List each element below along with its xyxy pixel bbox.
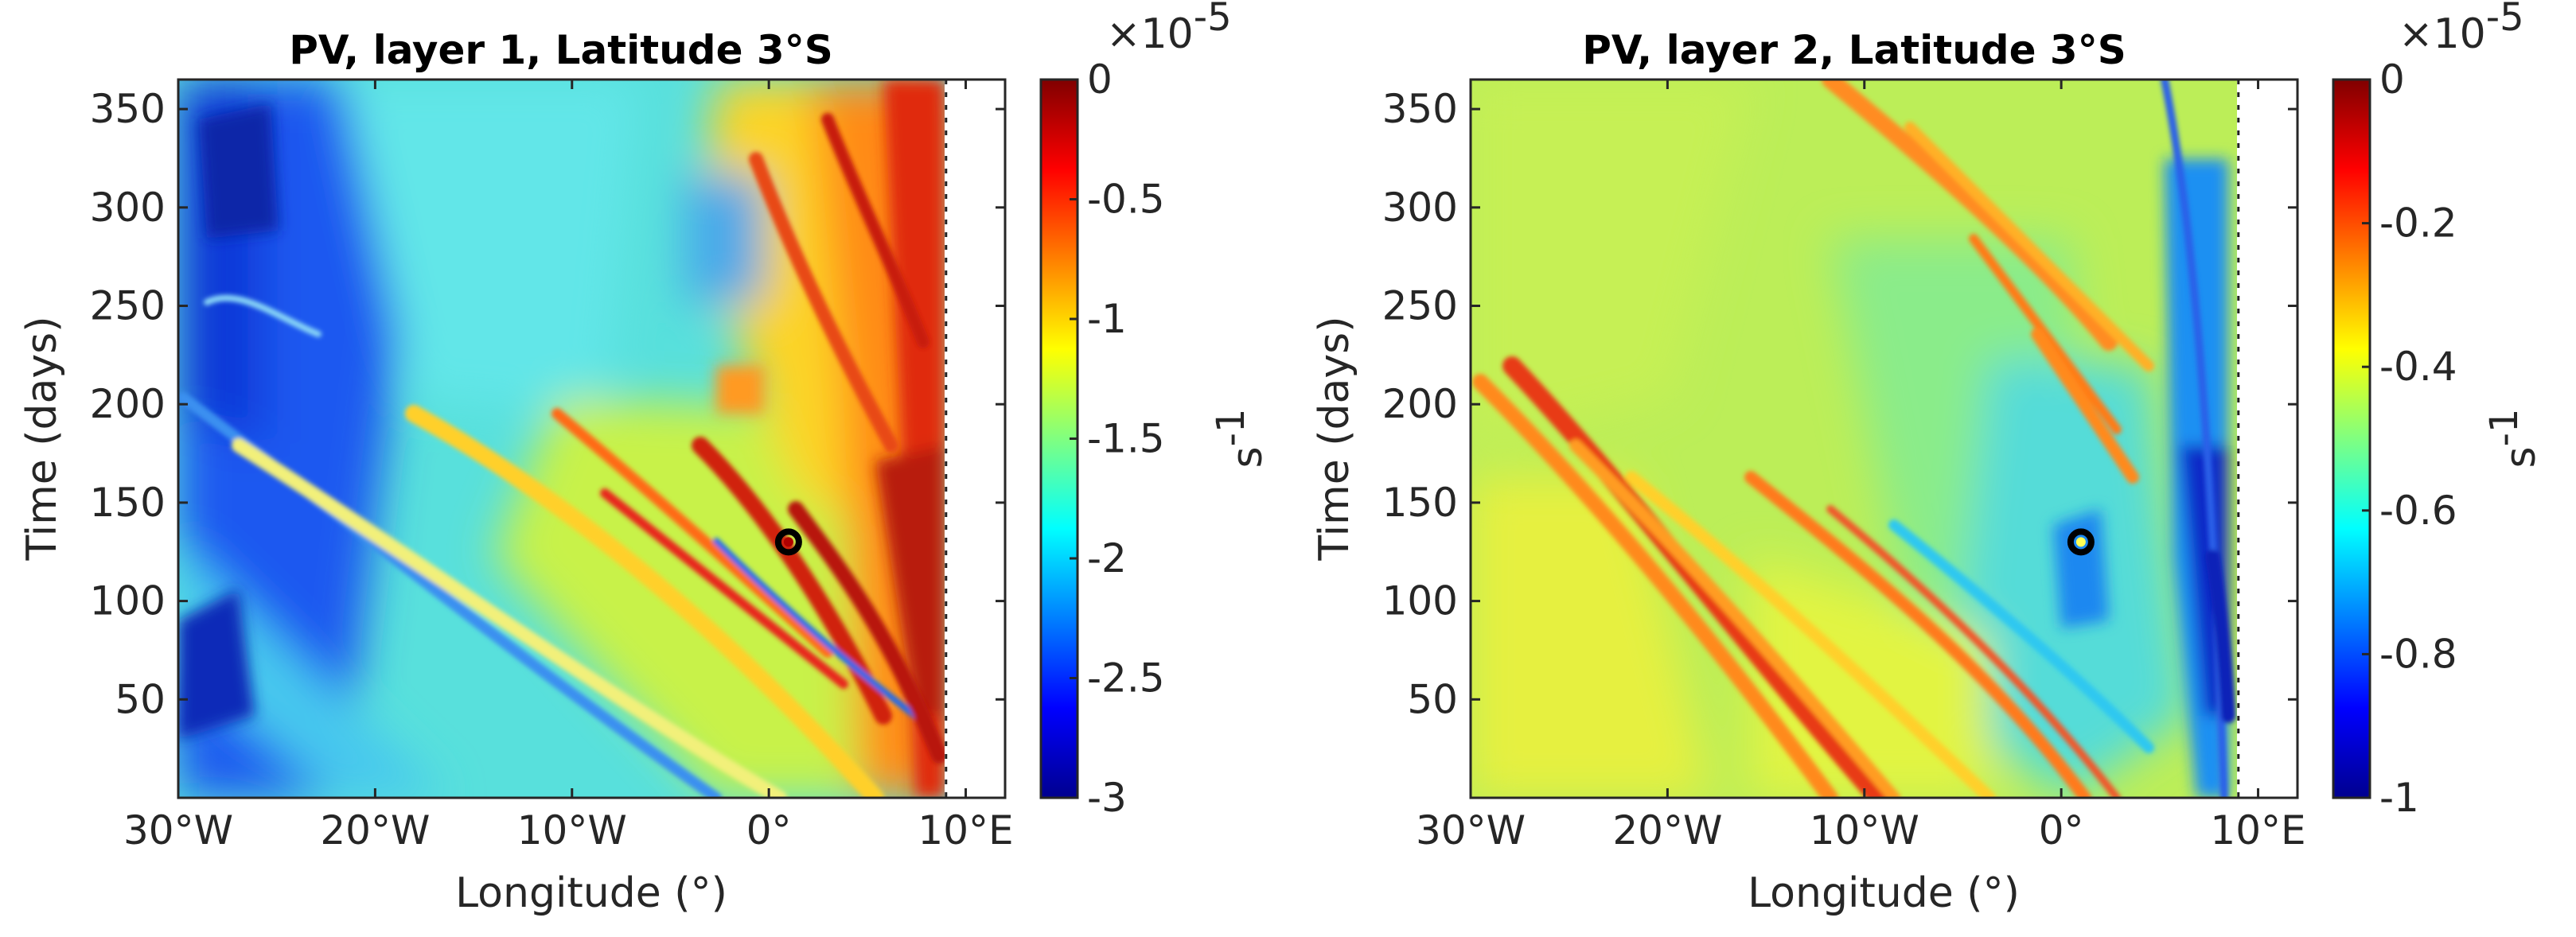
panel-2-colorbar-tick-label: 0 [2379,56,2405,103]
panel-2-colorbar-ramp [2332,78,2371,799]
panel-1-x-axis: 30°W 20°W 10°W 0° 10°E Longitude (°) [123,80,1014,917]
panel-2-colorbar-scale-exponent: -5 [2486,0,2524,40]
panel-2-y-tick-label: 100 [1382,578,1458,624]
panel-1-marker [774,528,802,556]
panel-1-y-tick-label: 350 [90,86,166,132]
panel-1-colorbar-tick-label: -2 [1087,535,1127,581]
panel-2-x-label: Longitude (°) [1748,869,2020,917]
panel-1-colorbar-tick-label: -3 [1087,775,1127,821]
panel-1-y-tick-label: 250 [90,283,166,329]
panel-1-colorbar-scale: ×10-5 [1106,0,1232,58]
panel-1-colorbar-tick-label: 0 [1087,56,1113,103]
panel-1-colorbar-label: s-1 [1209,409,1272,468]
panel-2-colorbar-tick-label: -0.4 [2379,344,2457,390]
panel-2-colorbar-unit: s [2497,446,2545,468]
panel-1-y-label: Time (days) [18,316,66,561]
panel-2-x-tick-label: 0° [2039,807,2084,853]
panel-2-title: PV, layer 2, Latitude 3°S [1582,27,2126,73]
panel-2-colorbar-tick-label: -0.6 [2379,488,2457,534]
panel-1-x-tick-label: 10°W [517,807,627,853]
panel-1-x-tick-label: 10°E [918,807,1013,853]
panel-1-y-tick-label: 50 [115,676,166,722]
panel-2-colorbar: -1-0.8-0.6-0.4-0.20 ×10-5 s-1 [2332,0,2545,821]
panel-1-title: PV, layer 1, Latitude 3°S [289,27,832,73]
panel-1-colorbar-scale-prefix: ×10 [1106,10,1194,58]
panel-1-x-tick-label: 20°W [320,807,430,853]
panel-2-y-tick-label: 50 [1407,676,1458,722]
panel-layer-2: PV, layer 2, Latitude 3°S [1311,0,2545,917]
panel-1-x-label: Longitude (°) [455,869,727,917]
panel-1-colorbar-unit-exponent: -1 [1209,409,1253,447]
panel-1-y-axis: 50 100 150 200 250 300 350 Time (days) [18,86,1005,722]
panel-1-colorbar: -3-2.5-2-1.5-1-0.50 ×10-5 s-1 [1039,0,1272,821]
panel-2-colorbar-tick-label: -0.2 [2379,200,2457,247]
panel-1-colorbar-scale-exponent: -5 [1194,0,1232,40]
panel-2-marker-center [2075,537,2086,547]
panel-2-colorbar-scale-prefix: ×10 [2399,10,2486,58]
panel-1-colorbar-unit: s [1224,446,1272,468]
panel-1-colorbar-tick-label: -0.5 [1087,177,1165,223]
panel-2-marker-ring [2067,528,2095,556]
panel-1-colorbar-tick-label: -1 [1087,296,1127,342]
panel-2-y-tick-label: 250 [1382,283,1458,329]
panel-1-y-tick-label: 100 [90,578,166,624]
panel-2-x-tick-label: 10°W [1810,807,1919,853]
panel-1-x-tick-label: 30°W [123,807,233,853]
panel-2-x-tick-label: 10°E [2210,807,2305,853]
panel-2-y-tick-label: 300 [1382,185,1458,231]
panel-1-plot-frame [177,78,1007,799]
panel-2-heatmap [1471,80,2237,798]
panel-2-plot-frame [1469,78,2299,799]
panel-1-marker-ring [774,528,802,556]
panel-2-y-label: Time (days) [1311,316,1358,561]
panel-2-colorbar-scale: ×10-5 [2399,0,2524,58]
panel-2-colorbar-tick-label: -0.8 [2379,631,2457,677]
panel-1-heatmap [178,80,945,798]
panel-2-marker [2067,528,2095,556]
panel-2-colorbar-unit-exponent: -1 [2482,409,2527,447]
panel-2-y-tick-label: 200 [1382,381,1458,427]
panel-1-colorbar-tick-label: -2.5 [1087,655,1165,702]
panel-1-colorbar-tick-label: -1.5 [1087,416,1165,462]
panel-1-marker-center [783,537,793,547]
panel-1-y-tick-label: 300 [90,185,166,231]
panel-2-colorbar-tick-label: -1 [2379,775,2419,821]
panel-1-x-tick-label: 0° [746,807,792,853]
panel-1-y-tick-label: 200 [90,381,166,427]
panel-2-x-tick-label: 20°W [1612,807,1722,853]
panel-2-y-tick-label: 350 [1382,86,1458,132]
panel-2-colorbar-label: s-1 [2482,409,2545,468]
panel-2-x-axis: 30°W 20°W 10°W 0° 10°E Longitude (°) [1416,80,2306,917]
panel-1-y-tick-label: 150 [90,480,166,526]
panel-2-x-tick-label: 30°W [1416,807,1526,853]
panel-2-y-tick-label: 150 [1382,480,1458,526]
panel-layer-1: PV, layer 1, Latitude 3°S [18,0,1272,917]
panel-2-y-axis: 50 100 150 200 250 300 350 Time (days) [1311,86,2297,722]
